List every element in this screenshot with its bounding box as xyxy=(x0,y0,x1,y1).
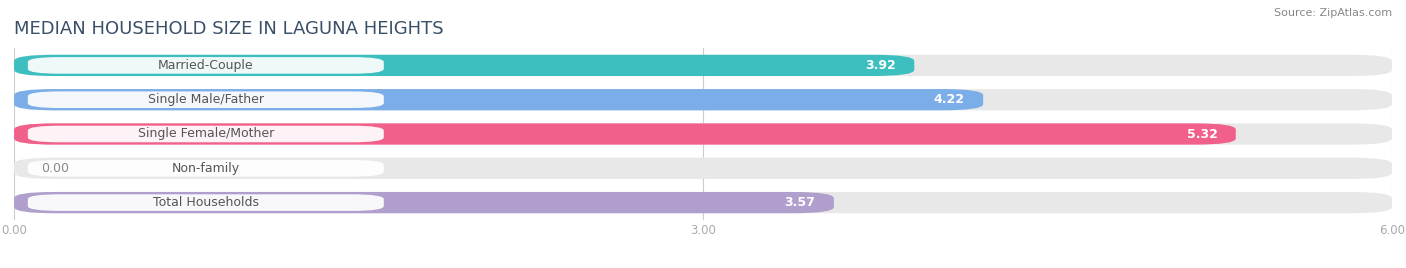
FancyBboxPatch shape xyxy=(28,126,384,142)
FancyBboxPatch shape xyxy=(14,192,834,213)
FancyBboxPatch shape xyxy=(28,91,384,108)
FancyBboxPatch shape xyxy=(14,123,1392,145)
Text: Non-family: Non-family xyxy=(172,162,240,175)
FancyBboxPatch shape xyxy=(28,57,384,74)
Text: 3.57: 3.57 xyxy=(785,196,815,209)
FancyBboxPatch shape xyxy=(14,55,914,76)
FancyBboxPatch shape xyxy=(28,160,384,177)
FancyBboxPatch shape xyxy=(14,89,1392,110)
FancyBboxPatch shape xyxy=(14,192,1392,213)
FancyBboxPatch shape xyxy=(28,194,384,211)
Text: Married-Couple: Married-Couple xyxy=(157,59,253,72)
FancyBboxPatch shape xyxy=(14,158,1392,179)
Text: Source: ZipAtlas.com: Source: ZipAtlas.com xyxy=(1274,8,1392,18)
Text: Single Male/Father: Single Male/Father xyxy=(148,93,264,106)
Text: Single Female/Mother: Single Female/Mother xyxy=(138,128,274,140)
Text: Total Households: Total Households xyxy=(153,196,259,209)
Text: 0.00: 0.00 xyxy=(42,162,70,175)
Text: 3.92: 3.92 xyxy=(865,59,896,72)
FancyBboxPatch shape xyxy=(14,89,983,110)
FancyBboxPatch shape xyxy=(14,55,1392,76)
Text: MEDIAN HOUSEHOLD SIZE IN LAGUNA HEIGHTS: MEDIAN HOUSEHOLD SIZE IN LAGUNA HEIGHTS xyxy=(14,20,444,38)
Text: 5.32: 5.32 xyxy=(1187,128,1218,140)
FancyBboxPatch shape xyxy=(14,123,1236,145)
Text: 4.22: 4.22 xyxy=(934,93,965,106)
